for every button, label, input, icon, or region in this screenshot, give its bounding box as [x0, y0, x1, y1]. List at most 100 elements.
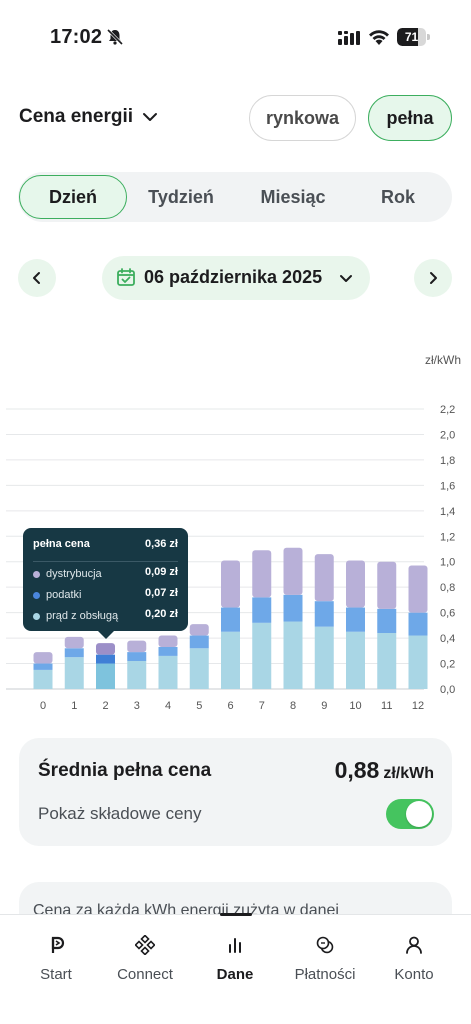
tabbar-account[interactable]: Konto: [369, 915, 459, 1005]
tabbar-label: Płatności: [294, 966, 356, 983]
y-tick-label: 2,2: [440, 404, 455, 416]
bar-segment[interactable]: [377, 608, 397, 633]
tabbar-label: Dane: [216, 966, 254, 983]
bar-segment[interactable]: [314, 626, 334, 689]
account-icon: [406, 936, 422, 954]
bar-segment[interactable]: [158, 635, 178, 647]
chart-icon: [229, 938, 241, 953]
tab-year[interactable]: Rok: [380, 186, 415, 207]
selected-date: 06 października 2025: [144, 267, 323, 287]
bar-segment[interactable]: [314, 554, 334, 602]
date-picker-button[interactable]: 06 października 2025: [102, 256, 370, 300]
bar-segment[interactable]: [189, 635, 209, 649]
tooltip-row-label: prąd z obsługą: [46, 610, 119, 622]
bar-segment[interactable]: [221, 607, 240, 632]
tabbar-label: Connect: [117, 966, 173, 983]
battery-indicator: 71: [397, 28, 430, 46]
tooltip-title: pełna cena: [33, 538, 90, 550]
bar-segment[interactable]: [252, 597, 272, 623]
bar-segment[interactable]: [283, 594, 303, 622]
price-components-toggle-label: Pokaż składowe ceny: [38, 804, 202, 823]
tooltip-dot: [33, 570, 40, 578]
y-tick-label: 1,8: [440, 455, 455, 467]
bar-segment[interactable]: [377, 561, 397, 609]
chevron-down-icon: [340, 275, 352, 282]
bar-segment[interactable]: [408, 635, 428, 689]
y-tick-label: 0,4: [440, 633, 455, 645]
x-tick-label: 6: [227, 700, 233, 712]
average-price-unit: zł/kWh: [383, 765, 434, 782]
bar-segment[interactable]: [158, 647, 178, 656]
bar-segment[interactable]: [221, 631, 240, 689]
bar-segment[interactable]: [346, 560, 365, 608]
y-tick-label: 1,0: [440, 557, 455, 569]
bar-segment[interactable]: [64, 657, 84, 689]
bar-segment[interactable]: [96, 654, 115, 664]
bar-segment[interactable]: [33, 652, 53, 664]
bar-segment[interactable]: [221, 560, 240, 608]
bar-segment[interactable]: [346, 607, 365, 632]
bar-segment[interactable]: [377, 633, 397, 689]
wifi-icon: [369, 30, 389, 45]
scroll-indicator: [220, 913, 252, 916]
price-type-title[interactable]: Cena energii: [19, 106, 134, 127]
average-price-number: 0,88: [334, 757, 380, 783]
tab-day[interactable]: Dzień: [19, 175, 127, 219]
bar-segment[interactable]: [127, 661, 147, 689]
bar-segment[interactable]: [127, 652, 147, 661]
bar-segment[interactable]: [283, 547, 303, 595]
bell-muted-icon: [106, 28, 124, 46]
bar-segment[interactable]: [96, 663, 115, 689]
tooltip-row: prąd z obsługą 0,20 zł: [33, 608, 178, 624]
y-tick-label: 0,2: [440, 659, 455, 671]
previous-day-button[interactable]: [18, 259, 56, 297]
average-price-card: Średnia pełna cena 0,88 zł/kWh Pokaż skła…: [19, 738, 452, 846]
bar-segment[interactable]: [283, 621, 303, 689]
bar-segment[interactable]: [189, 648, 209, 689]
bar-segment[interactable]: [314, 601, 334, 627]
tooltip-row: dystrybucja 0,09 zł: [33, 566, 178, 582]
y-tick-label: 0,8: [440, 582, 455, 594]
tooltip-total: 0,36 zł: [144, 538, 178, 550]
tabbar-label: Start: [40, 966, 72, 983]
tabbar-dane[interactable]: Dane: [190, 915, 280, 1005]
tab-week[interactable]: Tydzień: [148, 186, 214, 207]
bar-segment[interactable]: [346, 631, 365, 689]
bar-segment[interactable]: [252, 622, 272, 689]
next-day-button[interactable]: [414, 259, 452, 297]
period-tabs: Dzień Tydzień Miesiąc Rok: [18, 172, 452, 222]
x-tick-label: 7: [259, 700, 265, 712]
price-mode-full-button[interactable]: pełna: [368, 95, 452, 141]
payments-icon: [316, 936, 334, 954]
y-tick-label: 1,4: [440, 506, 455, 518]
bar-segment[interactable]: [33, 669, 53, 689]
x-tick-label: 9: [321, 700, 327, 712]
bar-segment[interactable]: [96, 643, 115, 655]
tabbar-payments[interactable]: Płatności: [280, 915, 370, 1005]
average-price-title: Średnia pełna cena: [38, 760, 212, 781]
bar-segment[interactable]: [189, 624, 209, 636]
x-tick-label: 12: [412, 700, 424, 712]
chevron-down-icon[interactable]: [141, 108, 159, 126]
chart-unit-label: zł/kWh: [425, 353, 461, 367]
tabbar-start[interactable]: Start: [11, 915, 101, 1005]
price-mode-market-button[interactable]: rynkowa: [249, 95, 356, 141]
price-components-toggle[interactable]: [386, 799, 434, 829]
cellular-signal-icon: [338, 31, 360, 45]
bar-segment[interactable]: [64, 648, 84, 658]
chevron-left-icon: [33, 272, 40, 284]
tooltip-row: podatki 0,07 zł: [33, 587, 178, 603]
bar-segment[interactable]: [33, 663, 53, 670]
bar-segment[interactable]: [408, 565, 428, 613]
x-tick-label: 0: [40, 700, 46, 712]
bar-segment[interactable]: [408, 612, 428, 636]
bar-segment[interactable]: [127, 640, 147, 653]
connect-icon: [135, 935, 155, 955]
bar-segment[interactable]: [158, 655, 178, 689]
y-tick-label: 2,0: [440, 429, 455, 441]
tab-month[interactable]: Miesiąc: [260, 186, 326, 207]
tabbar-connect[interactable]: Connect: [100, 915, 190, 1005]
toggle-knob: [406, 801, 432, 827]
bar-segment[interactable]: [252, 550, 272, 598]
bar-segment[interactable]: [64, 636, 84, 649]
